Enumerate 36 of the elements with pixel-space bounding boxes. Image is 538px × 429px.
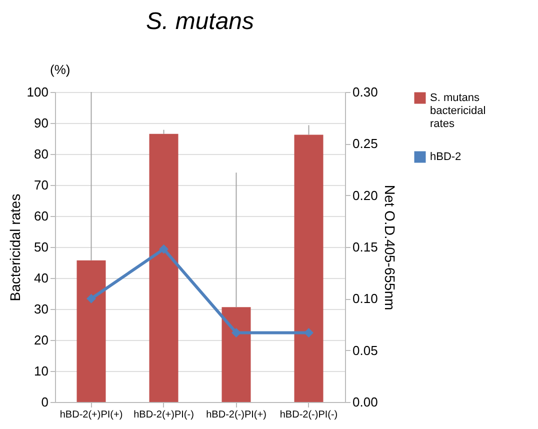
point xyxy=(159,244,168,254)
y2-tick-label: 0.25 xyxy=(352,136,378,152)
y-tick-label: 50 xyxy=(34,240,48,254)
text: (%) xyxy=(50,62,70,77)
y-tick-label: 30 xyxy=(34,302,48,316)
y2-tick-label: 0.05 xyxy=(352,342,378,358)
y2-tick-label: 0.15 xyxy=(352,240,378,254)
x-tick-label: hBD-2(-)PI(+) xyxy=(206,410,266,420)
y-tick-label: 40 xyxy=(34,270,48,286)
y2-tick-label: 0.10 xyxy=(352,291,378,306)
y2-axis-title: Net O.D.405-655nm xyxy=(382,184,398,310)
y-tick-label: 20 xyxy=(34,332,48,348)
y-tick-label: 60 xyxy=(34,208,48,224)
legend-label: hBD-2 xyxy=(430,151,462,163)
point xyxy=(86,294,96,304)
y-tick-label: 0 xyxy=(41,394,48,410)
y2-tick-label: 0.20 xyxy=(352,188,378,203)
y-tick-label: 70 xyxy=(34,178,48,192)
y2-tick-label: 0.30 xyxy=(352,84,378,100)
x-tick-label: hBD-2(+)PI(-) xyxy=(134,410,194,420)
y-tick-label: 100 xyxy=(26,84,48,100)
y-axis-title: Bactericidal rates xyxy=(6,194,23,302)
bar xyxy=(149,134,178,402)
point xyxy=(304,328,314,338)
legend-label: S. mutans bactericidal rates xyxy=(430,92,486,130)
point xyxy=(232,328,241,338)
y-tick-label: 80 xyxy=(34,146,48,162)
chart-title: S. mutans xyxy=(146,8,254,35)
bar xyxy=(222,307,251,402)
x-tick-label: hBD-2(-)PI(-) xyxy=(280,410,338,420)
x-tick-label: hBD-2(+)PI(+) xyxy=(60,410,123,420)
y-tick-label: 90 xyxy=(34,116,48,130)
y2-tick-label: 0.00 xyxy=(352,394,378,410)
bar xyxy=(294,134,324,402)
bar xyxy=(76,260,106,402)
y-tick-label: 10 xyxy=(34,364,48,378)
